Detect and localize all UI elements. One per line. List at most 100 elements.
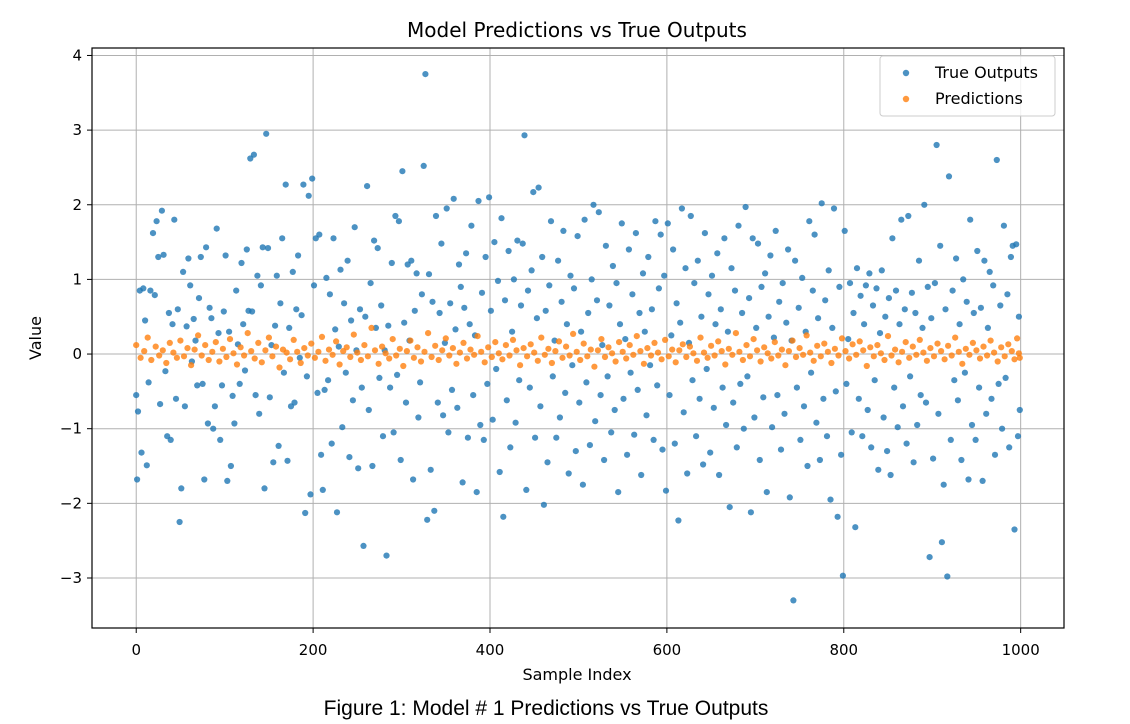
point-true-outputs xyxy=(977,304,985,311)
point-true-outputs xyxy=(498,215,505,222)
point-true-outputs xyxy=(567,272,574,279)
point-predictions xyxy=(463,355,471,362)
point-true-outputs xyxy=(953,255,960,262)
point-predictions xyxy=(166,339,173,346)
point-true-outputs xyxy=(365,406,372,414)
point-true-outputs xyxy=(650,436,657,443)
point-true-outputs xyxy=(134,408,142,415)
point-true-outputs xyxy=(834,513,841,520)
point-true-outputs xyxy=(259,244,266,251)
point-true-outputs xyxy=(954,397,962,404)
point-predictions xyxy=(941,356,948,363)
point-true-outputs xyxy=(512,419,519,426)
point-predictions xyxy=(775,352,782,359)
point-true-outputs xyxy=(862,282,870,289)
point-predictions xyxy=(506,352,513,359)
point-true-outputs xyxy=(714,250,721,257)
point-predictions xyxy=(474,333,481,340)
point-true-outputs xyxy=(576,399,583,406)
legend: True Outputs Predictions xyxy=(879,55,1056,117)
point-predictions xyxy=(180,353,188,360)
point-true-outputs xyxy=(134,476,141,483)
point-predictions xyxy=(976,355,984,362)
point-predictions xyxy=(686,343,694,350)
point-true-outputs xyxy=(800,403,808,410)
point-true-outputs xyxy=(491,239,498,246)
point-predictions xyxy=(290,336,297,343)
point-true-outputs xyxy=(565,470,572,477)
point-true-outputs xyxy=(611,406,618,414)
point-predictions xyxy=(520,345,527,352)
point-predictions xyxy=(272,343,280,350)
point-predictions xyxy=(736,348,743,355)
point-true-outputs xyxy=(176,518,183,526)
point-true-outputs xyxy=(217,436,224,443)
point-predictions xyxy=(230,350,237,357)
point-predictions xyxy=(831,345,839,352)
y-axis-label: Value xyxy=(26,316,45,360)
point-true-outputs xyxy=(344,257,351,264)
point-true-outputs xyxy=(273,272,280,279)
point-predictions xyxy=(548,359,556,367)
point-true-outputs xyxy=(392,212,399,220)
point-predictions xyxy=(294,348,301,355)
point-true-outputs xyxy=(358,384,365,391)
point-true-outputs xyxy=(528,267,535,274)
point-true-outputs xyxy=(180,268,187,275)
point-true-outputs xyxy=(452,326,459,333)
point-true-outputs xyxy=(192,337,199,344)
point-predictions xyxy=(838,335,846,342)
point-true-outputs xyxy=(171,216,178,223)
point-true-outputs xyxy=(845,336,852,343)
point-true-outputs xyxy=(213,225,220,232)
point-true-outputs xyxy=(558,298,565,305)
point-true-outputs xyxy=(701,230,709,237)
point-predictions xyxy=(371,347,379,354)
x-axis-ticks: 0 200 400 600 800 1000 xyxy=(131,628,1040,659)
point-true-outputs xyxy=(631,431,638,438)
point-true-outputs xyxy=(961,369,969,376)
point-true-outputs xyxy=(616,321,624,328)
point-true-outputs xyxy=(868,444,875,451)
point-true-outputs xyxy=(944,573,951,580)
point-true-outputs xyxy=(756,456,763,464)
point-predictions xyxy=(746,353,754,360)
point-true-outputs xyxy=(613,280,620,287)
point-true-outputs xyxy=(275,442,282,449)
point-predictions xyxy=(350,331,357,338)
point-predictions xyxy=(559,354,566,361)
point-predictions xyxy=(683,353,690,361)
point-predictions xyxy=(690,350,697,357)
point-true-outputs xyxy=(204,420,211,427)
point-true-outputs xyxy=(901,306,908,313)
point-true-outputs xyxy=(949,287,956,294)
point-predictions xyxy=(598,336,605,343)
y-tick-label: 4 xyxy=(72,46,82,64)
point-true-outputs xyxy=(174,306,181,313)
x-tick-label: 800 xyxy=(829,641,858,659)
point-true-outputs xyxy=(569,362,576,369)
y-axis-ticks: 4 3 2 1 0 −1 −2 −3 xyxy=(60,46,92,587)
point-true-outputs xyxy=(648,306,656,313)
point-true-outputs xyxy=(241,367,249,374)
point-true-outputs xyxy=(680,409,687,416)
point-true-outputs xyxy=(503,397,510,404)
point-true-outputs xyxy=(530,189,537,196)
point-predictions xyxy=(379,343,386,350)
point-predictions xyxy=(856,338,863,345)
point-predictions xyxy=(945,342,952,349)
point-predictions xyxy=(651,339,658,346)
legend-label-true-outputs: True Outputs xyxy=(934,63,1038,82)
point-true-outputs xyxy=(899,403,907,410)
point-true-outputs xyxy=(730,399,737,406)
point-true-outputs xyxy=(424,516,431,523)
point-true-outputs xyxy=(318,451,325,458)
point-predictions xyxy=(1005,341,1012,348)
point-true-outputs xyxy=(463,250,470,257)
point-predictions xyxy=(322,357,329,364)
point-predictions xyxy=(202,342,209,349)
x-tick-label: 400 xyxy=(476,641,505,659)
point-predictions xyxy=(704,354,711,361)
point-predictions xyxy=(269,353,276,360)
point-true-outputs xyxy=(172,395,180,402)
